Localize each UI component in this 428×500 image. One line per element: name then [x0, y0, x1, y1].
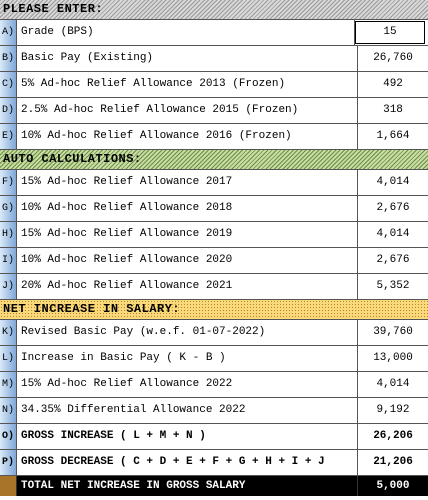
row-label: Grade (BPS) — [17, 20, 355, 45]
row: K) Revised Basic Pay (w.e.f. 01-07-2022) 3… — [0, 320, 428, 346]
row: A) Grade (BPS) 15 — [0, 20, 428, 46]
row-letter: G) — [0, 196, 17, 221]
row-label: GROSS INCREASE ( L + M + N ) — [17, 424, 358, 449]
row-label: 2.5% Ad-hoc Relief Allowance 2015 (Froze… — [17, 98, 358, 123]
row-letter: C) — [0, 72, 17, 97]
row-letter: F) — [0, 170, 17, 195]
total-value: 5,000 — [376, 480, 410, 492]
row: L) Increase in Basic Pay ( K - B ) 13,000 — [0, 346, 428, 372]
row: I) 10% Ad-hoc Relief Allowance 2020 2,676 — [0, 248, 428, 274]
total-row: TOTAL NET INCREASE IN GROSS SALARY 5,000 — [0, 476, 428, 496]
row-letter: H) — [0, 222, 17, 247]
row-letter: D) — [0, 98, 17, 123]
row-label: 34.35% Differential Allowance 2022 — [17, 398, 358, 423]
row-label: 20% Ad-hoc Relief Allowance 2021 — [17, 274, 358, 299]
row: F) 15% Ad-hoc Relief Allowance 2017 4,014 — [0, 170, 428, 196]
row-label: 15% Ad-hoc Relief Allowance 2022 — [17, 372, 358, 397]
row-label: Increase in Basic Pay ( K - B ) — [17, 346, 358, 371]
row: O) GROSS INCREASE ( L + M + N ) 26,206 — [0, 424, 428, 450]
row: C) 5% Ad-hoc Relief Allowance 2013 (Froze… — [0, 72, 428, 98]
row-value[interactable]: 15 — [355, 21, 425, 44]
row-label: GROSS DECREASE ( C + D + E + F + G + H +… — [17, 450, 358, 475]
row-value: 4,014 — [376, 378, 410, 390]
section-header: PLEASE ENTER: — [0, 0, 428, 20]
row: G) 10% Ad-hoc Relief Allowance 2018 2,676 — [0, 196, 428, 222]
row: P) GROSS DECREASE ( C + D + E + F + G + H… — [0, 450, 428, 476]
row-value: 2,676 — [376, 254, 410, 266]
row-value[interactable]: 26,760 — [373, 52, 413, 64]
row-label: 15% Ad-hoc Relief Allowance 2019 — [17, 222, 358, 247]
section-header: AUTO CALCULATIONS: — [0, 150, 428, 170]
row-letter: N) — [0, 398, 17, 423]
row-value: 13,000 — [373, 352, 413, 364]
row: J) 20% Ad-hoc Relief Allowance 2021 5,352 — [0, 274, 428, 300]
row: B) Basic Pay (Existing) 26,760 — [0, 46, 428, 72]
row-value: 4,014 — [376, 228, 410, 240]
row-label: 5% Ad-hoc Relief Allowance 2013 (Frozen) — [17, 72, 358, 97]
row-label: 10% Ad-hoc Relief Allowance 2018 — [17, 196, 358, 221]
row: D) 2.5% Ad-hoc Relief Allowance 2015 (Fro… — [0, 98, 428, 124]
row: N) 34.35% Differential Allowance 2022 9,19… — [0, 398, 428, 424]
total-label: TOTAL NET INCREASE IN GROSS SALARY — [17, 476, 358, 496]
row-value: 9,192 — [376, 404, 410, 416]
row-letter: L) — [0, 346, 17, 371]
row-value: 39,760 — [373, 326, 413, 338]
row-value: 5,352 — [376, 280, 410, 292]
row-label: 10% Ad-hoc Relief Allowance 2020 — [17, 248, 358, 273]
row-value: 26,206 — [373, 430, 413, 442]
row-label: 10% Ad-hoc Relief Allowance 2016 (Frozen… — [17, 124, 358, 149]
row-letter — [0, 476, 17, 496]
row-letter: J) — [0, 274, 17, 299]
row-letter: A) — [0, 20, 17, 45]
row: H) 15% Ad-hoc Relief Allowance 2019 4,014 — [0, 222, 428, 248]
row-value: 4,014 — [376, 176, 410, 188]
row-value[interactable]: 1,664 — [376, 130, 410, 142]
section-header: NET INCREASE IN SALARY: — [0, 300, 428, 320]
row-letter: B) — [0, 46, 17, 71]
row-value: 2,676 — [376, 202, 410, 214]
row-letter: K) — [0, 320, 17, 345]
row-value[interactable]: 492 — [383, 78, 403, 90]
row: E) 10% Ad-hoc Relief Allowance 2016 (Froz… — [0, 124, 428, 150]
row-label: 15% Ad-hoc Relief Allowance 2017 — [17, 170, 358, 195]
row-letter: I) — [0, 248, 17, 273]
row-letter: P) — [0, 450, 17, 475]
row-label: Basic Pay (Existing) — [17, 46, 358, 71]
row-letter: M) — [0, 372, 17, 397]
row-letter: O) — [0, 424, 17, 449]
row-letter: E) — [0, 124, 17, 149]
row-value[interactable]: 318 — [383, 104, 403, 116]
row-value: 21,206 — [373, 456, 413, 468]
row: M) 15% Ad-hoc Relief Allowance 2022 4,014 — [0, 372, 428, 398]
row-label: Revised Basic Pay (w.e.f. 01-07-2022) — [17, 320, 358, 345]
